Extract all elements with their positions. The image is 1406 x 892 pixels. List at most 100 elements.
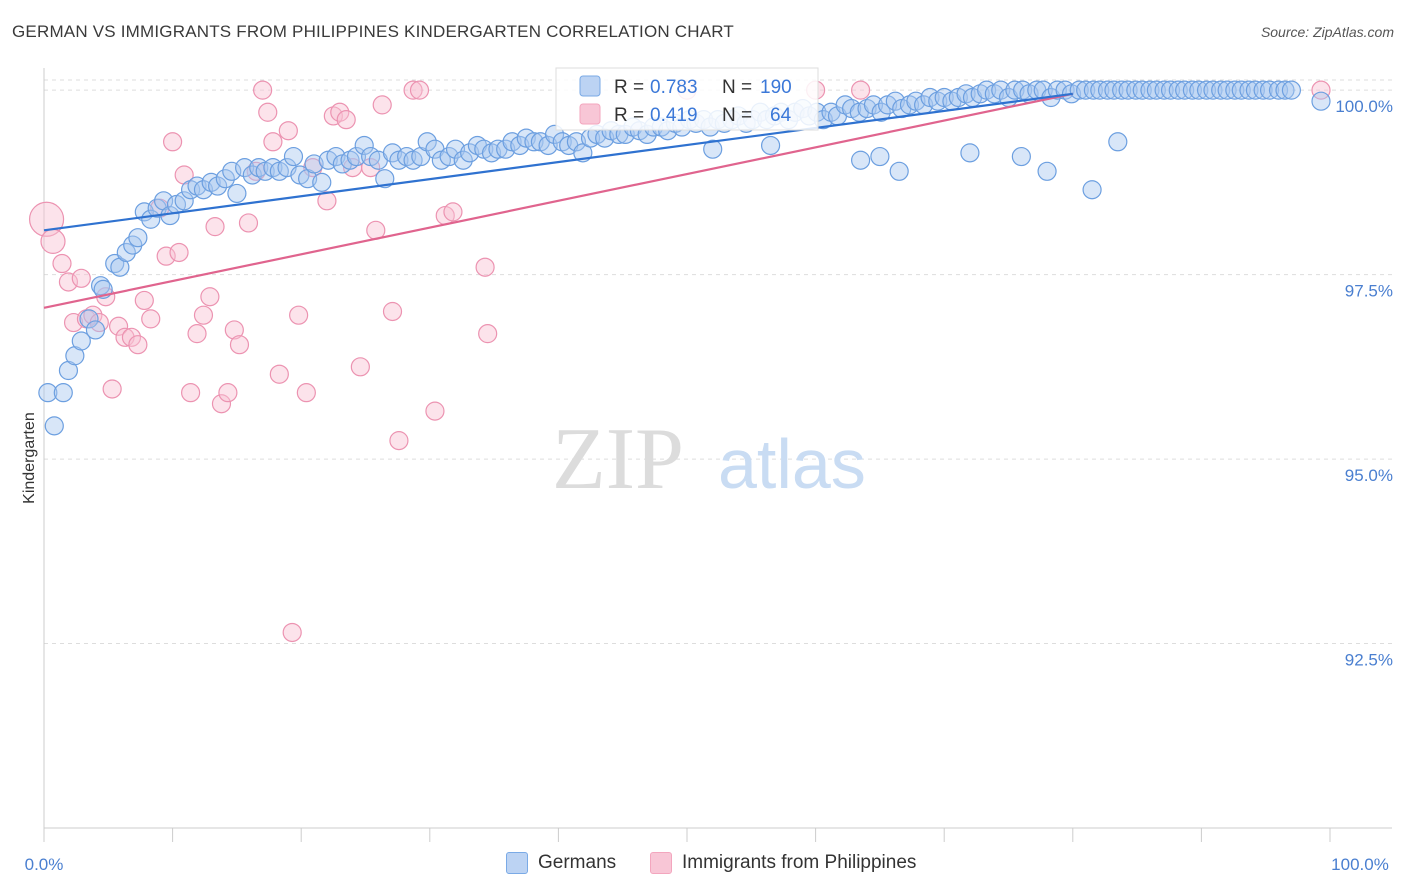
- philippines-point: [156, 246, 176, 266]
- germans-point: [1168, 80, 1188, 100]
- philippines-point: [282, 622, 302, 643]
- germans-point: [956, 84, 976, 104]
- philippines-point: [330, 102, 350, 122]
- germans-point: [242, 165, 262, 185]
- germans-point: [90, 276, 111, 296]
- philippines-point: [278, 121, 298, 141]
- germans-point: [885, 91, 905, 111]
- germans-point: [991, 80, 1011, 100]
- philippines-point: [389, 431, 409, 451]
- y-tick-label: 92.5%: [1345, 651, 1393, 670]
- germans-point: [79, 309, 99, 329]
- germans-point: [222, 161, 242, 181]
- germans-point: [1146, 80, 1166, 100]
- germans-point: [1005, 80, 1025, 100]
- germans-point: [249, 158, 269, 178]
- legend-item-germans[interactable]: Germans: [506, 852, 616, 874]
- germans-point: [227, 183, 247, 204]
- philippines-point: [40, 228, 66, 254]
- germans-point: [552, 132, 572, 152]
- germans-point: [346, 146, 367, 167]
- chart-source: Source: ZipAtlas.com: [1260, 24, 1394, 40]
- legend-blue-swatch: [579, 75, 601, 97]
- philippines-point: [382, 301, 403, 322]
- germans-point: [870, 146, 890, 167]
- germans-point: [857, 98, 877, 119]
- philippines-point: [52, 253, 72, 274]
- philippines-point: [851, 80, 871, 100]
- trend-lines: [43, 92, 1074, 309]
- legend-pink-n-label: N =: [722, 105, 752, 126]
- legend-blue-r-value: 0.783: [650, 77, 698, 98]
- germans-point: [1076, 80, 1096, 100]
- philippines-point: [296, 383, 316, 403]
- philippines-point: [323, 106, 343, 126]
- germans-point: [863, 95, 884, 115]
- germans-point: [417, 132, 437, 152]
- germans-point: [1108, 132, 1128, 152]
- germans-point: [85, 320, 106, 340]
- germans-point: [215, 169, 235, 189]
- germans-swatch: [506, 852, 528, 874]
- legend-label-philippines: Immigrants from Philippines: [682, 852, 917, 873]
- germans-point: [928, 91, 948, 111]
- philippines-point: [258, 102, 278, 122]
- germans-point: [193, 180, 214, 200]
- philippines-point: [134, 290, 154, 311]
- germans-point: [1132, 80, 1152, 100]
- y-tick-label: 97.5%: [1345, 282, 1393, 301]
- germans-point: [354, 135, 374, 156]
- philippines-point: [193, 305, 214, 325]
- germans-point: [1225, 80, 1245, 100]
- germans-point: [1037, 161, 1057, 181]
- germans-point: [1231, 80, 1251, 100]
- germans-point: [1175, 80, 1195, 100]
- philippines-point: [229, 335, 250, 355]
- germans-point: [453, 150, 473, 170]
- germans-point: [1239, 80, 1259, 100]
- legend-pink-swatch: [579, 103, 601, 125]
- legend-blue-r-label: R =: [614, 77, 644, 98]
- legend-pink-r-label: R =: [614, 105, 644, 126]
- philippines-point: [269, 364, 289, 384]
- philippines-point: [108, 316, 129, 336]
- germans-point: [312, 172, 332, 192]
- watermark-zip: ZIP: [552, 411, 684, 508]
- philippines-point: [409, 80, 430, 100]
- germans-point: [1182, 80, 1202, 100]
- legend-blue-n-label: N =: [722, 77, 752, 98]
- germans-point: [1253, 80, 1273, 100]
- legend-item-philippines[interactable]: Immigrants from Philippines: [650, 852, 916, 874]
- philippines-point: [336, 110, 356, 130]
- germans-point: [1126, 80, 1146, 100]
- philippines-point: [263, 132, 283, 152]
- germans-point: [871, 102, 891, 122]
- philippines-point: [102, 379, 122, 399]
- philippines-point: [58, 272, 79, 292]
- germans-point: [1154, 80, 1174, 100]
- philippines-point: [425, 401, 445, 421]
- germans-point: [1211, 80, 1231, 100]
- germans-point: [960, 143, 980, 163]
- philippines-swatch: [650, 852, 672, 874]
- germans-point: [201, 172, 221, 192]
- legend-pink-n-value: 64: [770, 105, 792, 126]
- legend-pink-r-value: 0.419: [650, 105, 698, 126]
- germans-point: [116, 242, 136, 263]
- germans-point: [1281, 80, 1302, 100]
- philippines-point: [361, 158, 381, 178]
- germans-point: [174, 191, 194, 211]
- germans-point: [1196, 80, 1217, 100]
- germans-point: [1069, 80, 1089, 100]
- philippines-point: [218, 383, 238, 403]
- germans-point: [105, 253, 125, 274]
- germans-point: [1275, 80, 1295, 100]
- germans-point: [1189, 80, 1209, 100]
- germans-point: [38, 383, 58, 403]
- philippines-point: [443, 202, 463, 222]
- germans-point: [524, 132, 544, 152]
- germans-point: [1245, 80, 1266, 100]
- germans-point: [208, 176, 228, 196]
- philippines-point: [289, 305, 309, 325]
